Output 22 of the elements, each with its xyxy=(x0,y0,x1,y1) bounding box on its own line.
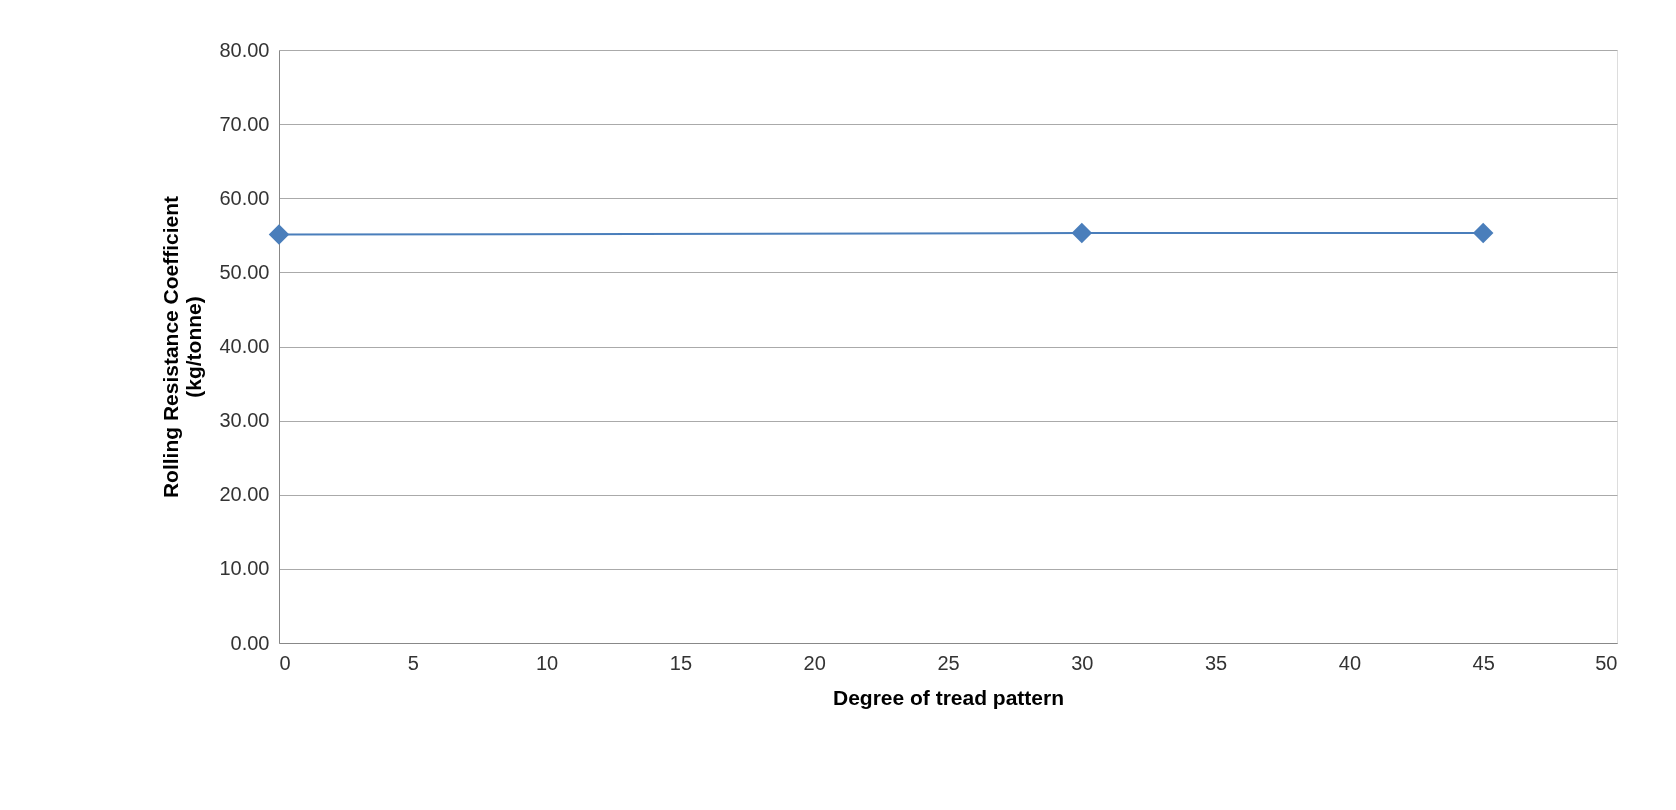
x-tick-label: 20 xyxy=(803,651,826,674)
x-tick-label: 10 xyxy=(535,651,559,674)
y-tick-label: 40.00 xyxy=(219,335,270,357)
y-tick-label: 10.00 xyxy=(219,557,270,580)
y-axis-title: Rolling Resistance Coefficient (kg/tonne) xyxy=(159,195,206,499)
x-tick-label: 50 xyxy=(1595,651,1618,674)
x-tick-label: 25 xyxy=(937,651,960,674)
y-tick-label: 0.00 xyxy=(230,631,270,654)
y-tick-label: 60.00 xyxy=(219,186,270,209)
y-tick-label: 30.00 xyxy=(219,409,270,432)
x-tick-label: 40 xyxy=(1338,651,1362,674)
x-tick-label: 45 xyxy=(1472,651,1495,674)
x-tick-label: 0 xyxy=(279,651,291,674)
x-tick-label: 30 xyxy=(1071,651,1094,674)
x-tick-label: 35 xyxy=(1204,651,1228,674)
x-axis-title: Degree of tread pattern xyxy=(832,685,1065,709)
x-tick-label: 15 xyxy=(669,651,693,674)
x-tick-label: 5 xyxy=(407,651,419,674)
y-tick-label: 70.00 xyxy=(219,112,270,135)
y-tick-label: 80.00 xyxy=(219,38,270,61)
y-tick-label: 20.00 xyxy=(219,483,270,506)
y-tick-label: 50.00 xyxy=(219,260,270,283)
